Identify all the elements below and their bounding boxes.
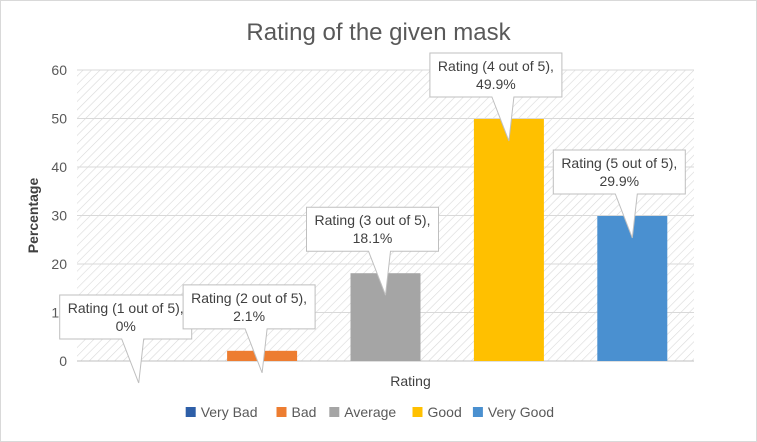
- callout-box: [182, 284, 316, 373]
- legend-item: Very Bad: [185, 404, 258, 420]
- legend-label: Very Bad: [201, 404, 258, 420]
- legend-label: Bad: [292, 404, 317, 420]
- y-tick-label: 0: [59, 353, 67, 369]
- callout: Rating (5 out of 5), 29.9%: [552, 149, 686, 239]
- data-label: 18.1%: [353, 230, 393, 246]
- legend-item: Very Good: [472, 404, 554, 420]
- y-axis-label: Percentage: [25, 178, 41, 254]
- legend-swatch: [472, 407, 483, 417]
- x-axis-label: Rating: [390, 373, 430, 389]
- chart-title: Rating of the given mask: [246, 19, 511, 46]
- data-label: 29.9%: [599, 173, 639, 189]
- data-label: Rating (1 out of 5),: [68, 300, 184, 316]
- y-tick-label: 60: [51, 62, 67, 78]
- bar-good: [473, 118, 544, 361]
- legend-label: Good: [428, 404, 462, 420]
- legend-item: Good: [412, 404, 462, 420]
- callout-box: [429, 52, 563, 142]
- legend-item: Average: [329, 404, 396, 420]
- legend-swatch: [412, 407, 423, 417]
- data-label: 0%: [116, 318, 136, 334]
- data-label: 49.9%: [476, 76, 516, 92]
- legend-swatch: [276, 407, 287, 417]
- legend-swatch: [185, 407, 196, 417]
- y-axis-ticks: 0102030405060: [51, 62, 67, 369]
- callout-box: [306, 206, 439, 296]
- y-tick-label: 40: [51, 159, 67, 175]
- y-tick-label: 30: [51, 208, 67, 224]
- data-label: Rating (2 out of 5),: [191, 290, 307, 306]
- callout-box: [552, 149, 686, 239]
- callout: Rating (2 out of 5), 2.1%: [182, 284, 316, 373]
- y-tick-label: 50: [51, 111, 67, 127]
- callout: Rating (4 out of 5), 49.9%: [429, 52, 563, 142]
- legend-label: Very Good: [488, 404, 554, 420]
- data-label: 2.1%: [233, 308, 265, 324]
- data-label: Rating (4 out of 5),: [438, 58, 554, 74]
- y-tick-label: 20: [51, 256, 67, 272]
- data-label-callouts: Rating (1 out of 5), 0% Rating (2 out of 5…: [59, 52, 686, 384]
- legend: Very Bad Bad Average Good Very Good: [185, 404, 554, 420]
- bar-very-good: [597, 215, 668, 361]
- legend-item: Bad: [276, 404, 317, 420]
- data-label: Rating (3 out of 5),: [315, 212, 431, 228]
- legend-label: Average: [344, 404, 396, 420]
- legend-swatch: [329, 407, 340, 417]
- data-label: Rating (5 out of 5),: [561, 155, 677, 171]
- callout: Rating (3 out of 5), 18.1%: [306, 206, 439, 296]
- callout: Rating (1 out of 5), 0%: [59, 294, 193, 384]
